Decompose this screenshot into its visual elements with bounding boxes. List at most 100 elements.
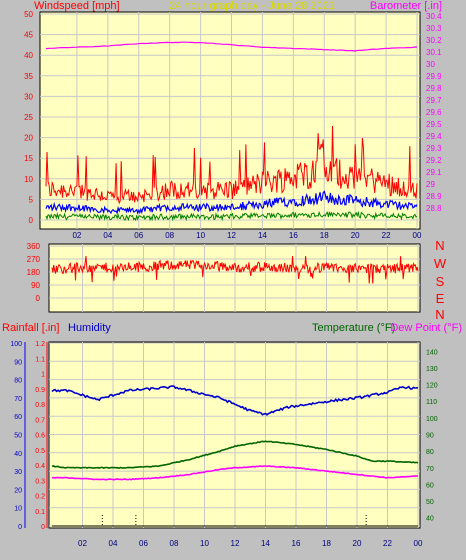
- wind-x-tick: 22: [382, 231, 391, 240]
- barometer-axis-tick: 30.2: [426, 36, 442, 45]
- barometer-axis-tick: 29.3: [426, 144, 442, 153]
- humidity-axis-tick: 50: [14, 433, 22, 440]
- lower-x-tick: 10: [200, 539, 209, 548]
- humidity-line: [51, 385, 419, 416]
- barometer-axis-tick: 29.4: [426, 132, 442, 141]
- rain-axis-tick: 0: [41, 524, 45, 531]
- barometer-axis-tick: 30.1: [426, 48, 442, 57]
- dewpoint-line: [51, 465, 419, 481]
- temp-axis-tick: 120: [426, 383, 438, 390]
- humidity-axis-tick: 100: [10, 341, 22, 348]
- compass-w: W: [434, 256, 447, 271]
- wind-axis-tick: 10: [24, 175, 33, 184]
- rain-axis-tick: 0.7: [35, 417, 45, 424]
- barometer-axis-tick: 29.1: [426, 168, 442, 177]
- humidity-axis-tick: 0: [18, 524, 22, 531]
- lower-x-tick: 14: [261, 539, 270, 548]
- lower-x-tick: 22: [383, 539, 392, 548]
- compass-n-bottom: N: [435, 307, 444, 322]
- temp-axis-tick: 80: [426, 449, 434, 456]
- temperature-label: Temperature (°F): [312, 322, 395, 334]
- barometer-axis-tick: 29: [426, 180, 435, 189]
- temp-axis-tick: 140: [426, 349, 438, 356]
- wind-x-tick: 06: [134, 231, 143, 240]
- barometer-axis-tick: 29.7: [426, 96, 442, 105]
- wind-x-tick: 02: [72, 231, 81, 240]
- compass-n-top: N: [435, 238, 444, 253]
- temperature-line: [51, 440, 419, 470]
- compass-e: E: [436, 291, 445, 306]
- barometer-label: Barometer [.in]: [370, 0, 442, 12]
- temp-axis-tick: 60: [426, 482, 434, 489]
- humidity-axis-tick: 30: [14, 469, 22, 476]
- rain-axis-tick: 1.2: [35, 341, 45, 348]
- barometer-axis-tick: 29.5: [426, 120, 442, 129]
- rainfall-label: Rainfall [.in]: [2, 322, 59, 334]
- humidity-axis-tick: 90: [14, 359, 22, 366]
- wind-direction-line: [51, 256, 419, 284]
- temp-axis-tick: 130: [426, 366, 438, 373]
- wind-axis-tick: 45: [24, 31, 33, 40]
- barometer-axis-tick: 29.6: [426, 108, 442, 117]
- rain-axis-tick: 1.1: [35, 356, 45, 363]
- wind-gust-line: [45, 125, 418, 205]
- rain-axis-tick: 0.9: [35, 387, 45, 394]
- wind-panel: [39, 11, 421, 230]
- rain-axis-tick: 0.1: [35, 509, 45, 516]
- wind-axis-tick: 20: [24, 134, 33, 143]
- barometer-axis-tick: 30: [426, 60, 435, 69]
- wind-axis-tick: 40: [24, 51, 33, 60]
- temp-axis-tick: 50: [426, 499, 434, 506]
- wind-x-tick: 04: [103, 231, 112, 240]
- wind-axis-tick: 50: [24, 10, 33, 19]
- compass-s: S: [436, 274, 445, 289]
- wind-low-line: [45, 210, 418, 222]
- lower-x-tick: 16: [292, 539, 301, 548]
- barometer-axis-tick: 28.8: [426, 204, 442, 213]
- wind-axis-tick: 35: [24, 72, 33, 81]
- rain-axis-tick: 1: [41, 372, 45, 379]
- temp-axis-tick: 40: [426, 516, 434, 523]
- wind-x-tick: 20: [351, 231, 360, 240]
- rain-axis-tick: 0.3: [35, 478, 45, 485]
- lower-x-tick: 20: [353, 539, 362, 548]
- lower-x-tick: 04: [109, 539, 118, 548]
- temp-axis-tick: 70: [426, 466, 434, 473]
- wind-avg-line: [45, 190, 418, 215]
- direction-axis-tick: 360: [27, 242, 41, 251]
- barometer-line: [45, 41, 418, 52]
- lower-x-tick: 18: [322, 539, 331, 548]
- humidity-axis-tick: 60: [14, 414, 22, 421]
- graph-title: 24 hour graph day - June 28 2021: [169, 0, 335, 12]
- rain-axis-tick: 0.4: [35, 463, 45, 470]
- wind-x-tick: 12: [227, 231, 236, 240]
- wind-x-tick: 00: [413, 231, 422, 240]
- temp-axis-tick: 110: [426, 399, 437, 406]
- humidity-axis-tick: 40: [14, 451, 22, 458]
- wind-axis-tick: 0: [29, 216, 34, 225]
- humidity-axis-tick: 70: [14, 396, 22, 403]
- humidity-axis-tick: 20: [14, 487, 22, 494]
- barometer-axis-tick: 30.4: [426, 12, 442, 21]
- rain-axis-tick: 0.5: [35, 448, 45, 455]
- windspeed-label: Windspeed [mph]: [34, 0, 120, 12]
- lower-x-tick: 00: [414, 539, 423, 548]
- lower-x-tick: 12: [231, 539, 240, 548]
- barometer-axis-tick: 29.2: [426, 156, 442, 165]
- direction-axis-tick: 0: [36, 294, 41, 303]
- humidity-label: Humidity: [68, 322, 111, 334]
- lower-x-tick: 08: [170, 539, 179, 548]
- wind-axis-tick: 15: [24, 154, 33, 163]
- temp-axis-tick: 90: [426, 433, 434, 440]
- barometer-axis-tick: 28.9: [426, 192, 442, 201]
- rain-axis-tick: 0.2: [35, 494, 45, 501]
- humidity-axis-tick: 80: [14, 378, 22, 385]
- barometer-axis-tick: 29.8: [426, 84, 442, 93]
- wind-x-tick: 08: [165, 231, 174, 240]
- wind-x-tick: 18: [320, 231, 329, 240]
- wind-x-tick: 16: [289, 231, 298, 240]
- wind-axis-tick: 30: [24, 92, 33, 101]
- wind-x-tick: 10: [196, 231, 205, 240]
- humidity-axis-tick: 10: [14, 506, 22, 513]
